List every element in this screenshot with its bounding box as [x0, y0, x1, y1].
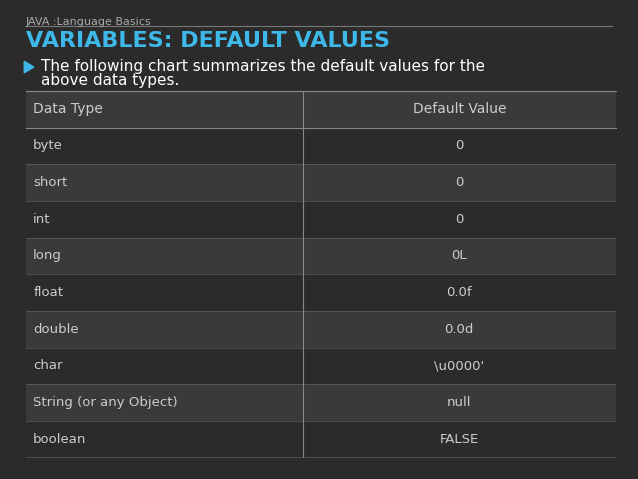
Text: byte: byte: [33, 139, 63, 152]
Text: 0: 0: [455, 176, 463, 189]
Bar: [26, 238, 616, 274]
Text: boolean: boolean: [33, 433, 87, 445]
Bar: [26, 348, 616, 384]
Text: short: short: [33, 176, 68, 189]
Bar: [26, 91, 616, 128]
Bar: [26, 127, 616, 164]
Text: float: float: [33, 286, 63, 299]
Bar: [26, 164, 616, 201]
Text: 0L: 0L: [452, 250, 467, 262]
Bar: [26, 384, 616, 421]
Text: 0.0d: 0.0d: [445, 323, 474, 336]
Text: VARIABLES: DEFAULT VALUES: VARIABLES: DEFAULT VALUES: [26, 31, 390, 51]
Text: Default Value: Default Value: [413, 103, 506, 116]
Text: 0: 0: [455, 139, 463, 152]
Text: null: null: [447, 396, 471, 409]
Bar: [26, 311, 616, 348]
Text: above data types.: above data types.: [41, 73, 180, 88]
Text: String (or any Object): String (or any Object): [33, 396, 178, 409]
Text: 0.0f: 0.0f: [447, 286, 472, 299]
Text: \u0000': \u0000': [434, 359, 484, 372]
Text: The following chart summarizes the default values for the: The following chart summarizes the defau…: [41, 59, 486, 74]
Text: long: long: [33, 250, 62, 262]
Text: FALSE: FALSE: [440, 433, 479, 445]
Polygon shape: [24, 61, 34, 73]
Text: int: int: [33, 213, 50, 226]
Text: Data Type: Data Type: [33, 103, 103, 116]
Text: 0: 0: [455, 213, 463, 226]
Text: double: double: [33, 323, 79, 336]
Text: JAVA :Language Basics: JAVA :Language Basics: [26, 17, 151, 27]
Bar: [26, 201, 616, 238]
Bar: [26, 421, 616, 457]
Text: char: char: [33, 359, 63, 372]
Bar: [26, 274, 616, 311]
